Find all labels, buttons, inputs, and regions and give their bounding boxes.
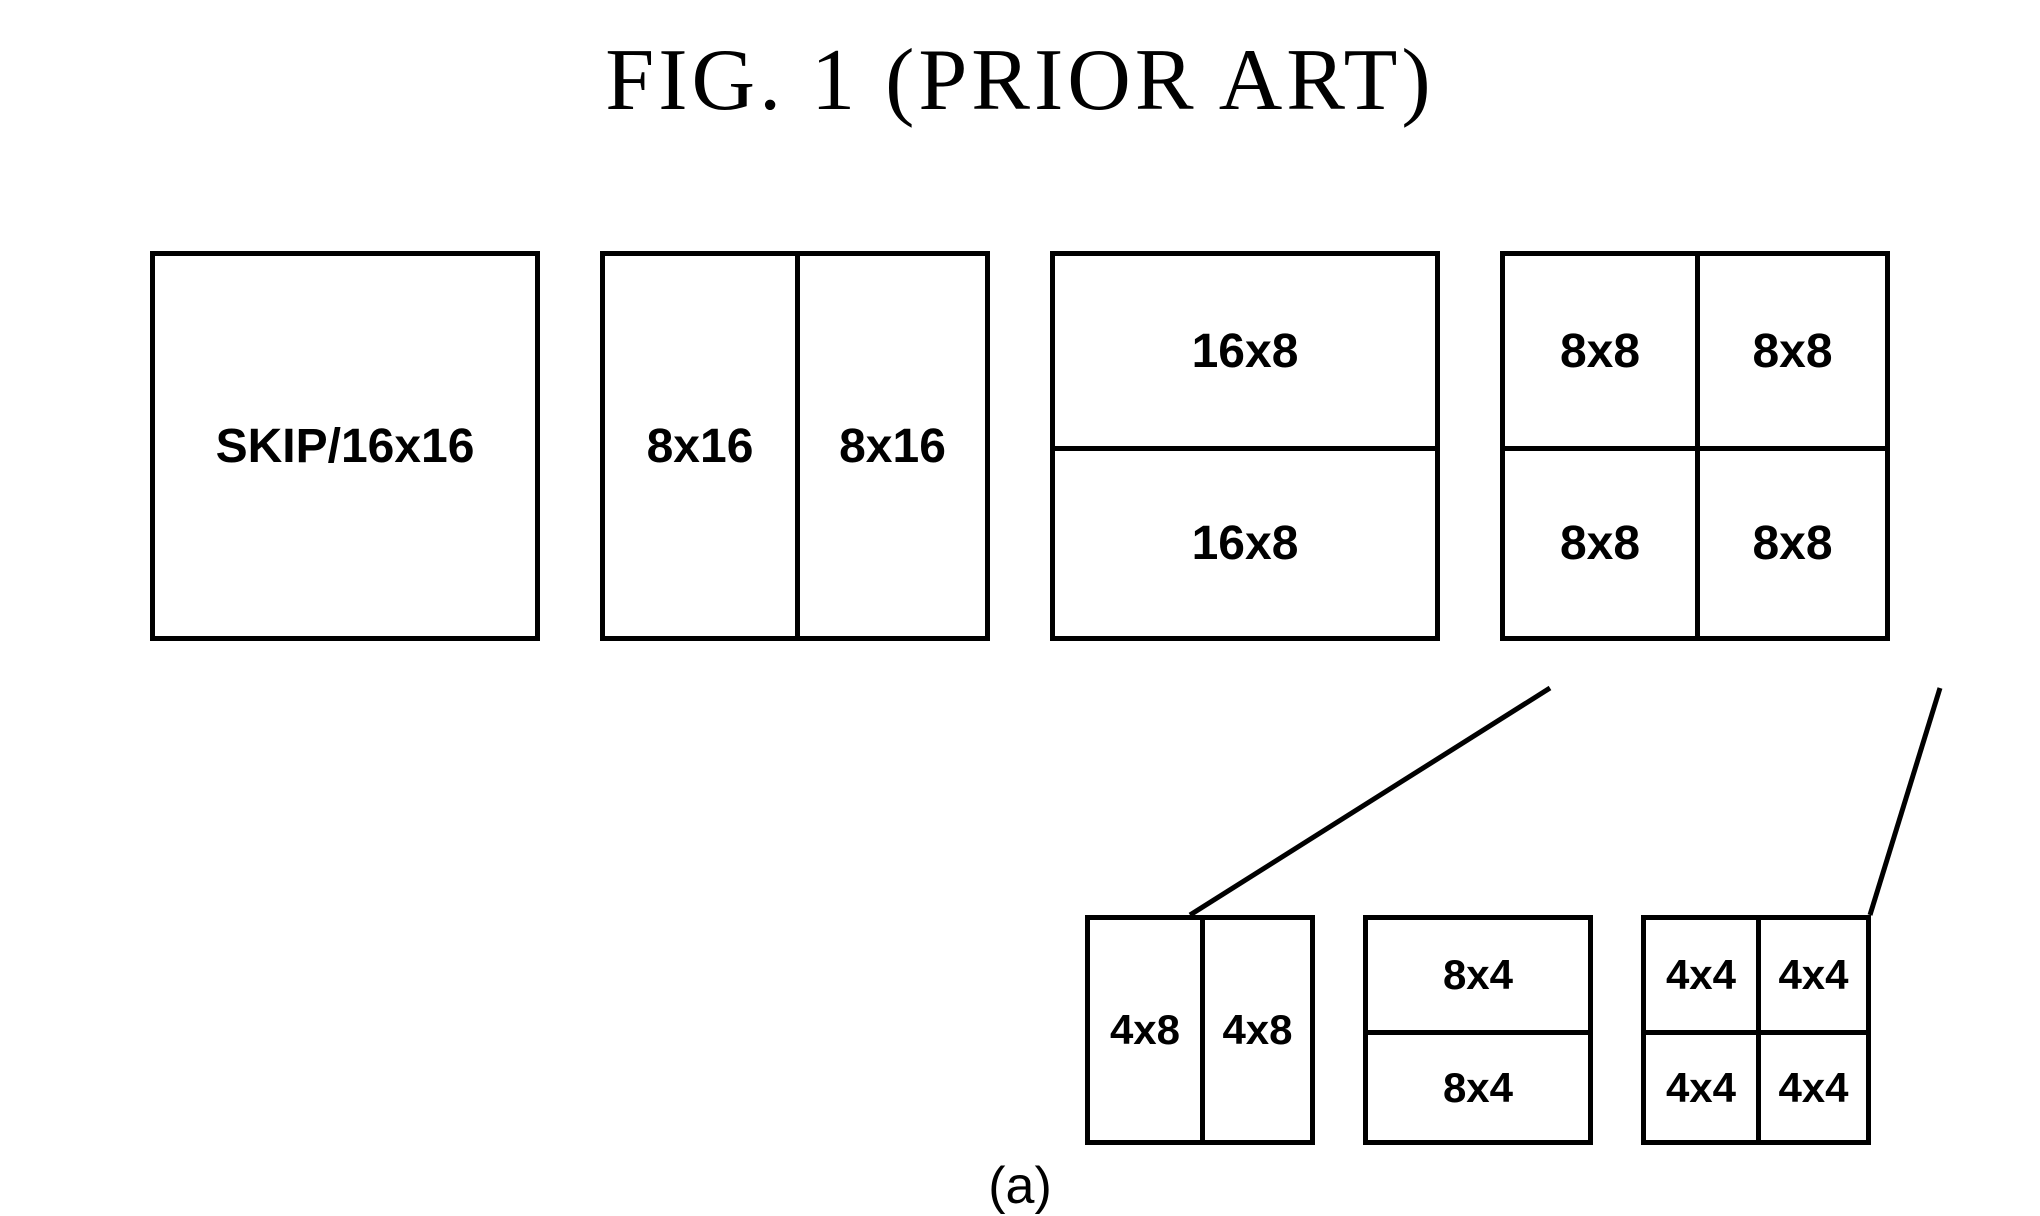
macroblock-row: SKIP/16x16 8x16 8x16 16x8 16x8 8x8 8x8 8…: [0, 251, 2040, 641]
subblock-row: 4x8 4x8 8x4 8x4 4x4 4x4 4x4 4x4: [1085, 915, 1871, 1145]
partition-cell: 8x4: [1368, 1030, 1588, 1140]
macroblock-8x16: 8x16 8x16: [600, 251, 990, 641]
partition-cell: 8x8: [1695, 256, 1885, 446]
partition-cell: 8x16: [605, 256, 795, 636]
figure-title: FIG. 1 (PRIOR ART): [0, 0, 2040, 131]
subblock-8x4: 8x4 8x4: [1363, 915, 1593, 1145]
macroblock-8x8: 8x8 8x8 8x8 8x8: [1500, 251, 1890, 641]
partition-cell: 4x4: [1646, 1030, 1756, 1140]
macroblock-16x8: 16x8 16x8: [1050, 251, 1440, 641]
partition-cell: 4x8: [1200, 920, 1310, 1140]
partition-cell: 4x4: [1756, 1030, 1866, 1140]
partition-cell: SKIP/16x16: [155, 256, 535, 636]
subblock-4x4: 4x4 4x4 4x4 4x4: [1641, 915, 1871, 1145]
partition-cell: 8x16: [795, 256, 985, 636]
macroblock-16x16: SKIP/16x16: [150, 251, 540, 641]
partition-cell: 8x4: [1368, 920, 1588, 1030]
subblock-4x8: 4x8 4x8: [1085, 915, 1315, 1145]
partition-cell: 16x8: [1055, 446, 1435, 636]
partition-cell: 8x8: [1505, 446, 1695, 636]
partition-cell: 4x8: [1090, 920, 1200, 1140]
partition-cell: 8x8: [1695, 446, 1885, 636]
partition-cell: 4x4: [1646, 920, 1756, 1030]
connector-lines: [1070, 680, 2020, 920]
partition-cell: 4x4: [1756, 920, 1866, 1030]
partition-cell: 8x8: [1505, 256, 1695, 446]
sub-caption: (a): [988, 1156, 1052, 1216]
partition-cell: 16x8: [1055, 256, 1435, 446]
